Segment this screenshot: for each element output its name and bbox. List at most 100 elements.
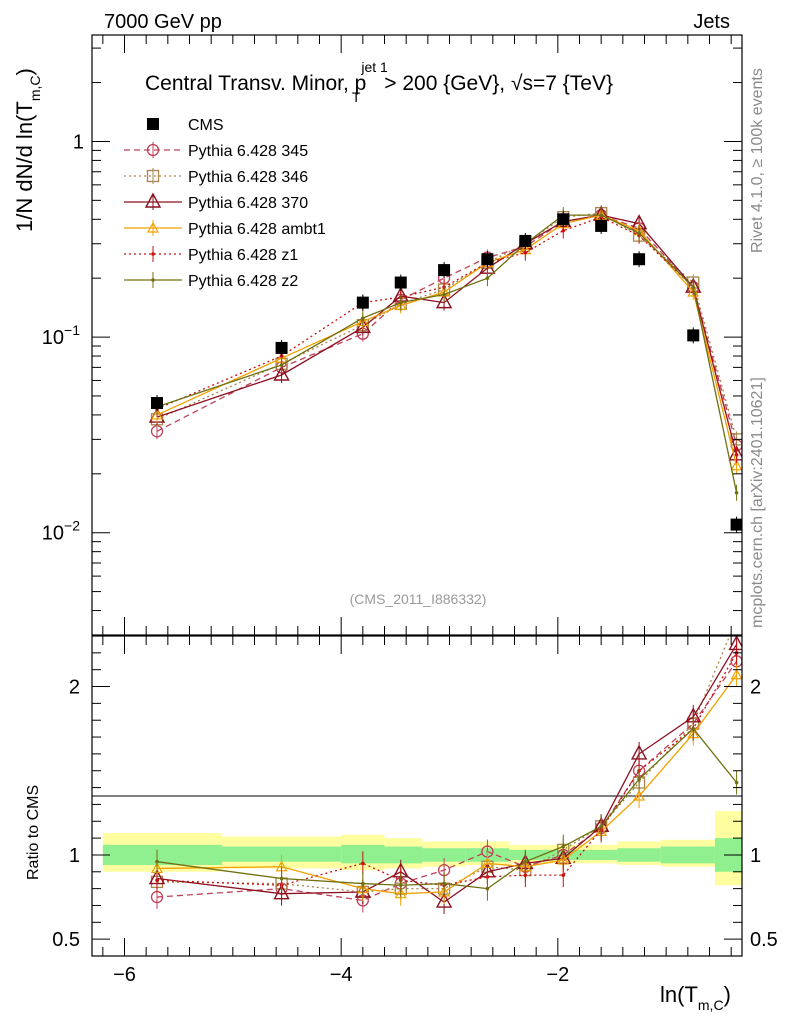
line-p345-ratio (156, 660, 738, 902)
legend-marker-z1 (151, 252, 155, 256)
point-p370-4 (435, 293, 453, 309)
plot-title: Central Transv. Minor, pjet 1 T > 200 {Ge… (145, 59, 613, 105)
point-ambt1-0 (150, 408, 164, 420)
point-z2-9 (637, 231, 641, 235)
ratio-point-z1-2 (361, 861, 365, 866)
point-z2-5 (485, 276, 490, 280)
ratio-point-z2-1 (279, 876, 284, 881)
series-cms-main (151, 211, 742, 533)
legend-entry-p346: Pythia 6.428 346 (124, 168, 308, 186)
line-z2-ratio (156, 727, 738, 890)
axis-ticks: −6 −4 −2 10−2 10−1 1 0.5 0.5 1 1 2 2 (42, 35, 778, 986)
ratio-point-z2-3 (398, 883, 403, 888)
legend-marker-ambt1 (146, 221, 160, 233)
mcplots-label: mcplots.cern.ch [arXiv:2401.10621] (749, 377, 766, 628)
point-z1-6 (523, 250, 528, 255)
point-cms-11 (730, 518, 742, 531)
line-p346-ratio (156, 636, 731, 893)
line-p370-ratio (156, 644, 738, 903)
main-plot-frame (91, 34, 743, 636)
series-p345-main (150, 207, 742, 454)
ratio-point-z2-8 (599, 824, 603, 829)
header-left: 7000 GeV pp (104, 11, 222, 33)
band-inner-10 (660, 846, 715, 864)
point-z2-1 (279, 363, 284, 367)
series-ambt1-ratio (150, 662, 742, 906)
ratio-point-z2-4 (442, 881, 446, 886)
title-part-a: Central Transv. Minor, p (145, 72, 366, 95)
y-tick-label-0: 10−2 (42, 518, 80, 545)
ratio-point-z1-0 (155, 878, 159, 883)
point-cms-5 (481, 253, 494, 266)
ratio-y-tick-label-right-1: 1 (750, 845, 761, 867)
line-z2-main (156, 214, 738, 493)
point-z1-7 (561, 228, 566, 233)
legend-label-p345: Pythia 6.428 345 (188, 143, 308, 160)
point-cms-9 (633, 253, 646, 266)
title-part-b: > 200 {GeV}, (378, 72, 511, 95)
legend-entry-z1: Pythia 6.428 z1 (124, 246, 298, 264)
title-sup: jet 1 (360, 59, 388, 75)
point-p370-1 (273, 365, 290, 381)
point-cms-8 (595, 219, 608, 232)
legend-label-p370: Pythia 6.428 370 (188, 195, 308, 212)
point-ambt1-11 (730, 459, 742, 471)
ratio-point-z2-10 (691, 726, 696, 731)
ratio-point-p370-4 (435, 892, 453, 908)
point-cms-0 (151, 397, 163, 410)
ratio-point-z1-7 (561, 873, 566, 877)
point-z2-11 (734, 490, 739, 495)
point-z2-2 (361, 316, 365, 320)
ratio-point-z2-0 (155, 859, 159, 864)
ratio-point-z2-2 (361, 881, 365, 886)
line-ambt1-main (156, 214, 738, 466)
point-cms-6 (519, 234, 532, 247)
legend-label-cms: CMS (188, 117, 224, 134)
x-axis-label: ln(Tm,C) (660, 982, 731, 1013)
ratio-point-ambt1-9 (633, 789, 646, 801)
band-inner-8 (584, 849, 618, 860)
legend-marker-p345 (146, 143, 160, 157)
ratio-y-tick-label-right-2: 2 (750, 677, 761, 699)
point-z1-1 (279, 354, 284, 358)
title-sqrt: √ (511, 72, 523, 95)
legend-marker-z2 (151, 278, 155, 282)
band-inner-0 (102, 844, 222, 866)
point-ambt1-10 (687, 285, 700, 297)
band-inner-9 (617, 848, 661, 862)
legend-entry-cms: CMS (147, 117, 224, 134)
y-tick-label-1: 10−1 (42, 322, 80, 349)
y-axis-label-main: 1/N dN/d ln(Tm,C) (12, 68, 43, 232)
band-inner-1 (222, 846, 342, 862)
x-tick-label-1: −4 (330, 964, 353, 986)
ratio-point-ambt1-3 (394, 887, 407, 899)
main-plot-series (148, 205, 742, 533)
ratio-point-z2-5 (485, 886, 490, 891)
legend-entry-p345: Pythia 6.428 345 (124, 142, 308, 160)
rivet-label: Rivet 4.1.0, ≥ 100k events (749, 68, 766, 253)
ratio-point-ambt1-11 (730, 668, 742, 680)
point-z1-11 (734, 453, 739, 457)
header-right: Jets (693, 11, 730, 33)
legend: CMS Pythia 6.428 345 Pythia 6.428 346 Pythi… (124, 117, 326, 290)
ratio-point-p346-11 (731, 614, 742, 625)
ratio-point-z2-9 (637, 777, 641, 781)
x-tick-label-0: −6 (113, 964, 136, 986)
point-cms-10 (687, 329, 700, 342)
legend-entry-ambt1: Pythia 6.428 ambt1 (124, 220, 326, 238)
y-tick-label-2: 1 (73, 131, 84, 153)
ratio-y-tick-label-left-1: 1 (69, 845, 80, 867)
legend-label-z1: Pythia 6.428 z1 (188, 247, 298, 264)
ratio-y-tick-label-left-2: 2 (69, 677, 80, 699)
line-p346-main (156, 212, 738, 440)
point-cms-3 (394, 276, 407, 289)
legend-marker-p370 (144, 192, 162, 208)
line-p345-main (156, 214, 738, 446)
point-z2-4 (442, 292, 446, 297)
legend-entry-p370: Pythia 6.428 370 (124, 192, 308, 212)
series-p370-ratio (148, 636, 742, 915)
line-ambt1-ratio (156, 674, 738, 895)
ratio-y-tick-label-left-0: 0.5 (52, 929, 80, 951)
ratio-point-z2-7 (561, 844, 566, 849)
